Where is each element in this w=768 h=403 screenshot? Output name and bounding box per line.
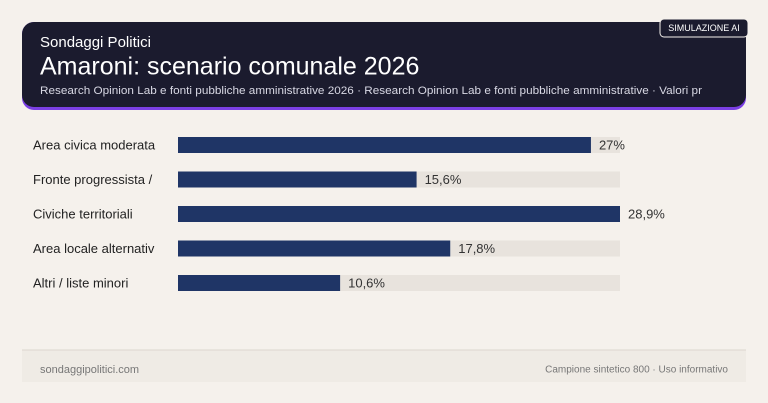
bar (178, 240, 451, 257)
badge (659, 18, 749, 38)
bar (178, 171, 417, 188)
value-label: 27% (599, 137, 625, 152)
category-label: Civiche territoriali (33, 206, 133, 221)
category-label: Altri / liste minori (33, 275, 128, 290)
footer-left: sondaggipolitici.com (40, 364, 139, 376)
subtitle: Research Opinion Lab e fonti pubbliche a… (40, 85, 702, 97)
category-label: Area locale alternativ (33, 241, 155, 256)
category-label: Area civica moderata (33, 137, 156, 152)
kicker: Sondaggi Politici (40, 34, 151, 51)
plot: Area civica moderata 27% Fronte progressis… (33, 137, 665, 291)
chart-title: Amaroni: scenario comunale 2026 (40, 53, 419, 81)
footer-right: Campione sintetico 800 · Uso informativo (545, 365, 728, 376)
bar (178, 275, 341, 291)
footer (22, 350, 746, 382)
value-label: 10,6% (348, 275, 385, 290)
value-label: 15,6% (425, 172, 462, 187)
value-label: 28,9% (628, 206, 665, 221)
value-label: 17,8% (458, 241, 495, 256)
header (22, 22, 746, 107)
category-label: Fronte progressista / (33, 172, 153, 187)
bar (178, 137, 591, 153)
badge-text: SIMULAZIONE AI (668, 23, 740, 33)
bar (178, 206, 620, 222)
